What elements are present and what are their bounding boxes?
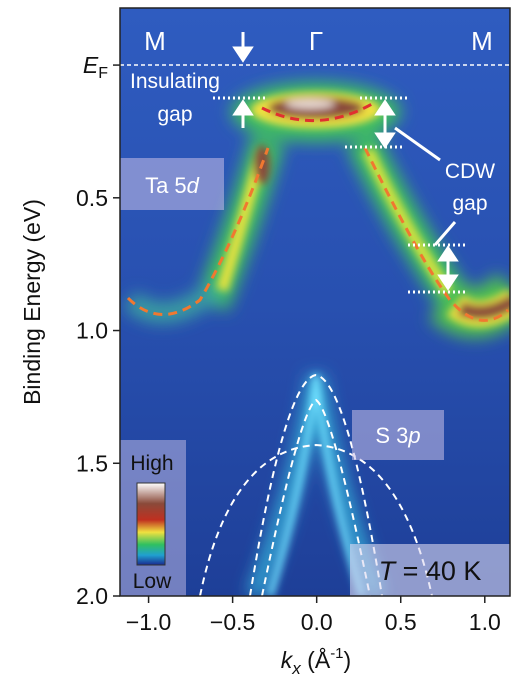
label-part: -1 — [330, 645, 343, 662]
cdw-gap-label: gap — [452, 192, 487, 215]
temperature-label: T = 40 K — [379, 556, 482, 586]
label-part: d — [187, 173, 200, 198]
y-axis-label: Binding Energy (eV) — [19, 199, 45, 405]
label-part: Ta 5 — [145, 173, 187, 198]
x-tick-label: 1.0 — [469, 609, 501, 635]
colorbar-high: High — [130, 452, 173, 475]
label-part: E — [83, 52, 99, 78]
ta-band-label: Ta 5d — [145, 173, 200, 198]
chart: M Γ M Insulating gap CDW gap Ta 5d S 3p … — [0, 0, 511, 681]
label-part: F — [98, 65, 108, 82]
symmetry-point: Γ — [309, 26, 323, 56]
label-part: (Å — [301, 646, 331, 673]
label-part: p — [407, 423, 420, 448]
y-tick-label: 1.0 — [76, 318, 108, 344]
y-tick-label: 2.0 — [76, 583, 108, 609]
label-part: S 3 — [375, 423, 408, 448]
label-part: x — [291, 659, 301, 678]
symmetry-point: M — [471, 26, 493, 56]
symmetry-point: M — [144, 26, 166, 56]
y-tick-label: 0.5 — [76, 185, 108, 211]
x-tick-label: −0.5 — [210, 609, 255, 635]
y-tick-label: 1.5 — [76, 450, 108, 476]
y-tick-label: EF — [83, 52, 108, 82]
x-tick-label: −1.0 — [126, 609, 171, 635]
colorbar-low: Low — [133, 570, 172, 593]
cdw-gap-label: CDW — [445, 160, 495, 183]
colorbar — [137, 483, 165, 565]
x-tick-label: 0.0 — [301, 609, 333, 635]
insulating-gap-label: gap — [157, 103, 192, 126]
insulating-gap-label: Insulating — [130, 70, 220, 93]
s-band-label: S 3p — [375, 423, 420, 448]
label-part: = 40 K — [395, 556, 481, 586]
x-tick-label: 0.5 — [385, 609, 417, 635]
label-part: ) — [344, 647, 352, 673]
x-axis-label: kx (Å-1) — [281, 645, 351, 678]
